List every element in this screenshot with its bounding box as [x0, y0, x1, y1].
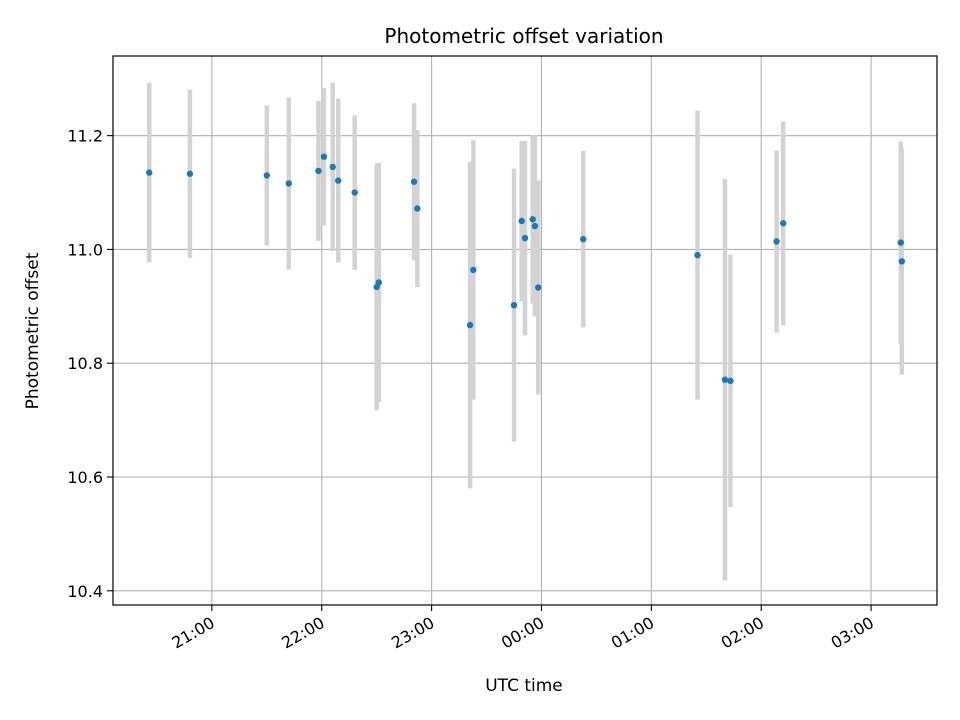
data-point	[529, 216, 536, 223]
data-point	[534, 284, 542, 291]
data-point	[898, 258, 906, 265]
data-point	[329, 163, 336, 171]
data-point	[146, 169, 153, 176]
data-point	[375, 279, 383, 286]
data-point	[263, 172, 271, 179]
data-point	[531, 222, 539, 230]
y-axis-ticks: 10.4 10.6 10.8 11.0 11.2	[67, 127, 113, 601]
data-point	[186, 170, 194, 177]
y-tick-label: 11.2	[67, 127, 103, 146]
y-axis-label: Photometric offset	[23, 252, 43, 409]
data-point	[897, 239, 904, 246]
data-point	[315, 167, 322, 175]
y-tick-label: 10.8	[67, 354, 103, 373]
data-point	[466, 321, 474, 329]
data-point	[414, 205, 421, 212]
data-point	[779, 220, 787, 227]
data-point	[285, 180, 292, 187]
data-point	[518, 217, 525, 225]
data-point	[510, 301, 518, 309]
data-points	[146, 153, 906, 385]
data-point	[773, 238, 780, 245]
data-point	[351, 189, 358, 196]
data-point	[470, 266, 477, 274]
data-point	[721, 376, 729, 383]
y-tick-label: 10.6	[67, 468, 103, 487]
data-point	[410, 178, 418, 185]
x-axis-label: UTC time	[485, 676, 563, 696]
data-point	[320, 153, 328, 160]
data-point	[335, 177, 342, 184]
data-point	[694, 251, 701, 259]
plot-area-frame	[112, 55, 938, 606]
y-tick-label: 10.4	[67, 582, 103, 601]
data-point	[521, 234, 529, 242]
y-tick-label: 11.0	[67, 240, 103, 259]
data-point	[580, 235, 587, 243]
chart-title: Photometric offset variation	[384, 24, 663, 48]
data-point	[727, 377, 734, 385]
